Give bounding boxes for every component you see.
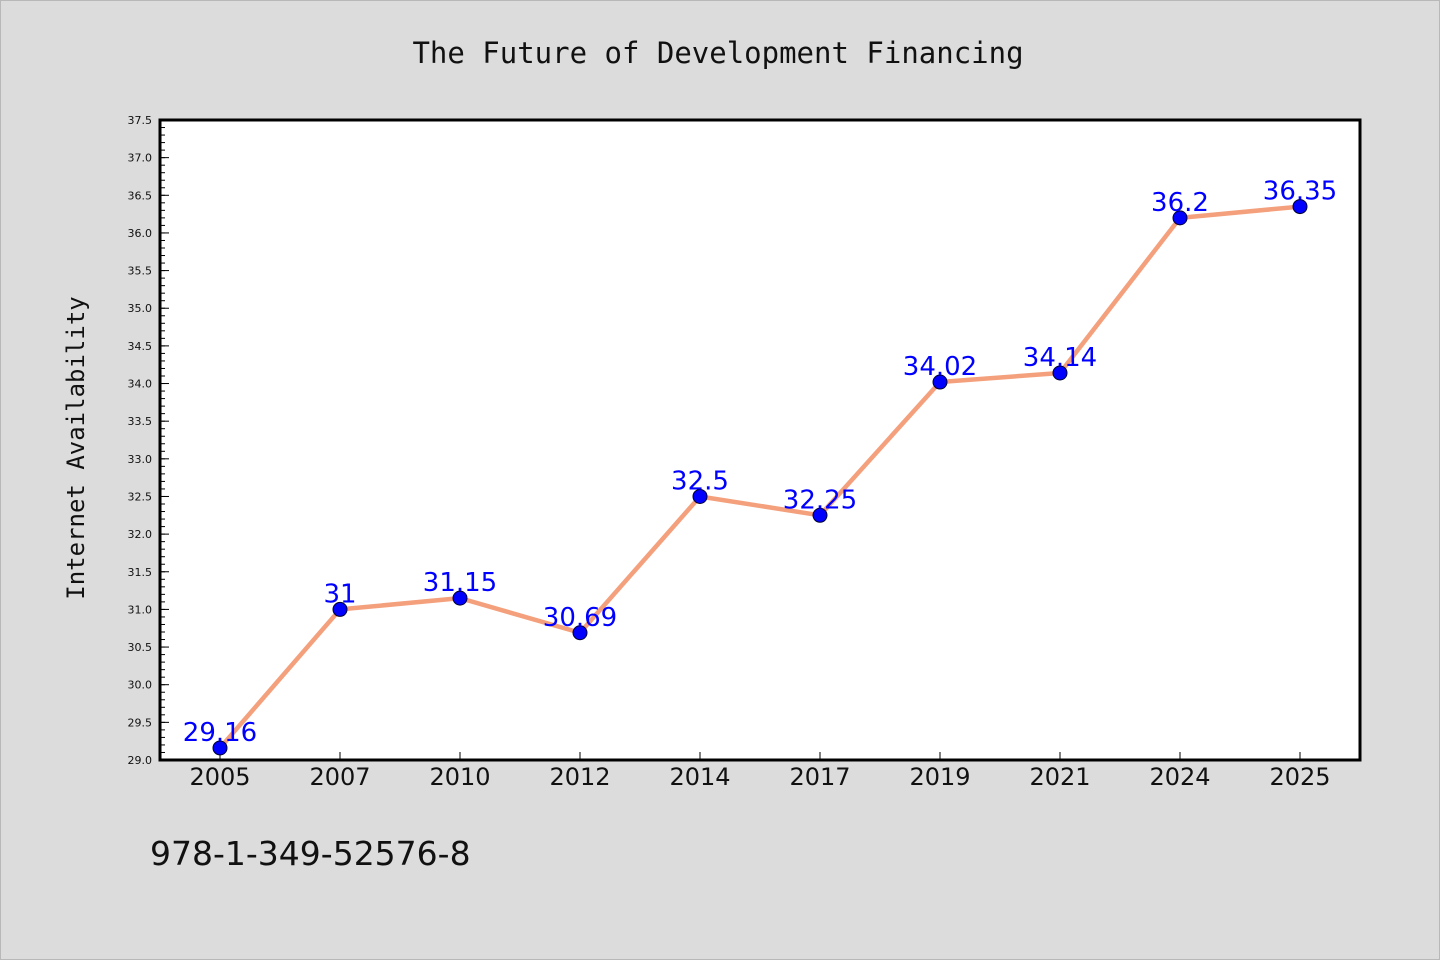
data-point-marker: [932, 374, 948, 390]
data-label: 34.02: [903, 352, 977, 382]
data-point-marker: [572, 625, 588, 641]
x-tick-label: 2007: [309, 763, 370, 791]
data-label: 31.15: [423, 568, 497, 598]
x-tick-label: 2014: [669, 763, 730, 791]
y-tick-label: 37.0: [128, 152, 153, 165]
x-tick-label: 2025: [1269, 763, 1330, 791]
data-point-marker: [452, 590, 468, 606]
y-tick-label: 31.0: [128, 603, 153, 616]
x-tick-label: 2005: [189, 763, 250, 791]
x-tick-label: 2021: [1029, 763, 1090, 791]
x-tick-label: 2019: [909, 763, 970, 791]
y-tick-label: 33.0: [128, 453, 153, 466]
y-tick-label: 29.0: [128, 754, 153, 767]
data-label: 32.5: [671, 466, 729, 496]
y-tick-label: 37.5: [128, 114, 153, 127]
series-line: [218, 204, 1301, 750]
y-tick-label: 30.5: [128, 641, 153, 654]
y-tick-label: 33.5: [128, 415, 153, 428]
x-tick-label: 2012: [549, 763, 610, 791]
y-tick-label: 35.5: [128, 265, 153, 278]
x-tick-label: 2010: [429, 763, 490, 791]
plot-area: [158, 118, 1362, 762]
data-point-marker: [332, 601, 348, 617]
data-labels-group: 29.16 31 31.15 30.69 32.5 32.25 34.02 34.14 36.2…: [183, 177, 1337, 748]
data-point-marker: [692, 488, 708, 504]
data-point-marker: [212, 740, 228, 756]
data-label: 32.25: [783, 485, 857, 515]
y-axis: 29.0 29.5 30.0 30.5 31.0 31.5 32.0 32.5 33.0 33.5…: [128, 114, 169, 767]
y-tick-label: 34.0: [128, 378, 153, 391]
x-tick-label: 2024: [1149, 763, 1210, 791]
data-label: 34.14: [1023, 343, 1097, 373]
y-tick-label: 36.0: [128, 227, 153, 240]
data-label: 36.2: [1151, 188, 1209, 218]
data-point-marker: [1172, 210, 1188, 226]
y-tick-label: 36.5: [128, 189, 153, 202]
series-line-group: [218, 204, 1301, 750]
data-point-marker: [812, 507, 828, 523]
y-tick-label: 32.0: [128, 528, 153, 541]
data-label: 31: [323, 579, 356, 609]
y-axis-label: Internet Availability: [62, 296, 90, 599]
y-tick-label: 30.0: [128, 679, 153, 692]
y-tick-label: 35.0: [128, 302, 153, 315]
x-tick-label: 2017: [789, 763, 850, 791]
y-tick-label: 29.5: [128, 716, 153, 729]
data-label: 29.16: [183, 718, 257, 748]
y-tick-label: 34.5: [128, 340, 153, 353]
footnote-isbn: 978-1-349-52576-8: [150, 834, 471, 873]
x-axis: 2005 2007 2010 2012 2014 2017 2019 2021 2024 2025: [189, 752, 1331, 791]
data-label: 30.69: [543, 603, 617, 633]
y-tick-label: 31.5: [128, 566, 153, 579]
data-point-marker: [1292, 199, 1308, 215]
data-label: 36.35: [1263, 177, 1337, 207]
y-tick-label: 32.5: [128, 490, 153, 503]
data-point-marker: [1052, 365, 1068, 381]
chart-title: The Future of Development Financing: [412, 36, 1023, 70]
markers-group: [212, 199, 1308, 756]
